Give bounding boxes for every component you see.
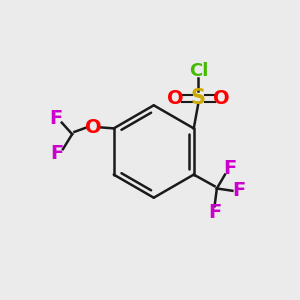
Text: F: F [50, 109, 63, 128]
Text: F: F [208, 203, 221, 222]
Text: F: F [232, 181, 245, 200]
Text: F: F [50, 144, 64, 163]
Text: O: O [167, 89, 184, 108]
Text: Cl: Cl [189, 62, 208, 80]
Text: F: F [223, 159, 236, 178]
Text: S: S [191, 88, 206, 108]
Text: O: O [213, 89, 230, 108]
Text: O: O [85, 118, 101, 137]
